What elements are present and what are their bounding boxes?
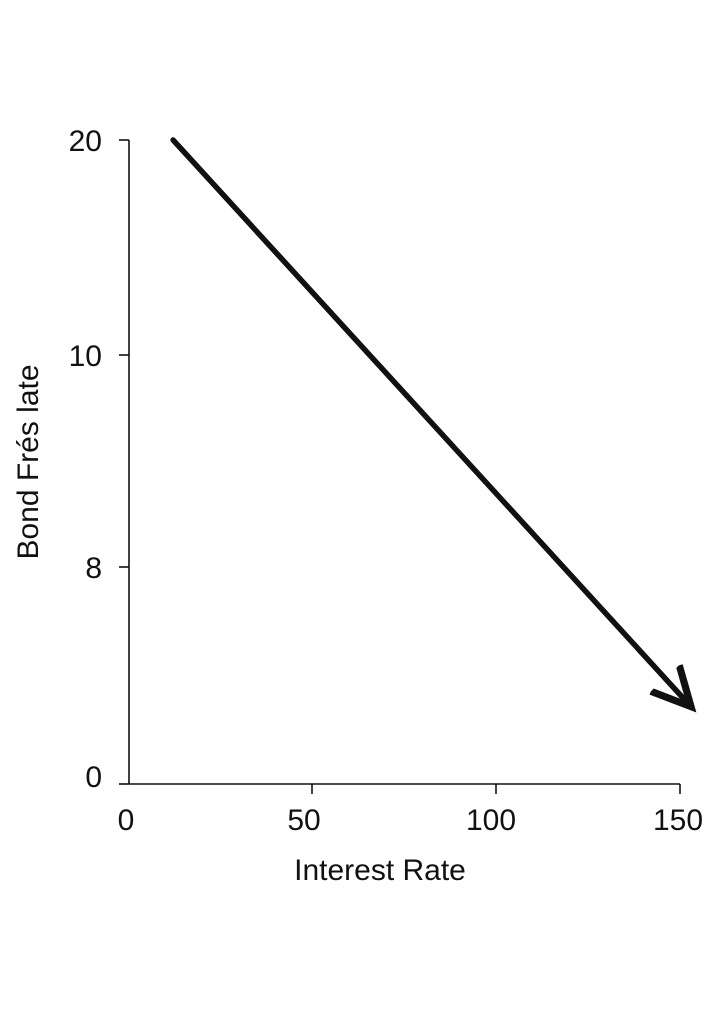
series-arrow-line: [170, 137, 687, 703]
x-tick-label-150: 150: [653, 804, 703, 837]
x-tick-label-50: 50: [287, 804, 320, 837]
y-axis-title: Bond Frés late: [12, 364, 45, 559]
x-axis-title: Interest Rate: [294, 854, 466, 887]
y-tick-label-20: 20: [69, 125, 102, 158]
x-tick-label-0: 0: [118, 804, 135, 837]
y-tick-label-0: 0: [85, 761, 102, 794]
y-tick-label-8: 8: [85, 552, 102, 585]
x-tick-label-100: 100: [466, 804, 516, 837]
y-tick-label-10: 10: [69, 340, 102, 373]
